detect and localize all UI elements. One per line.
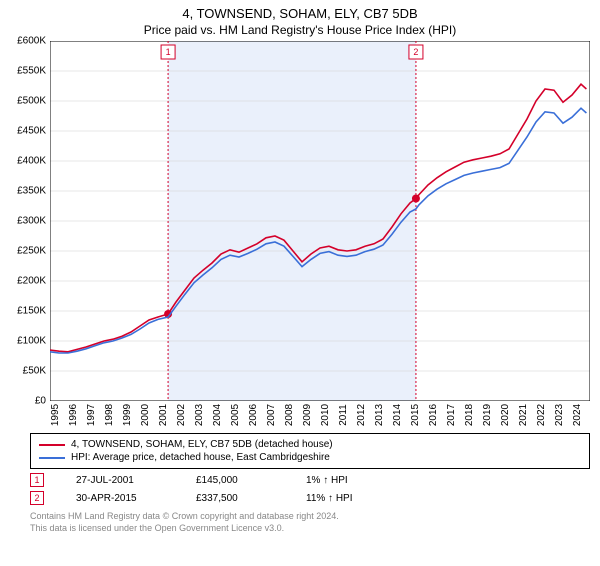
x-axis-label: 2007 (266, 404, 277, 426)
legend-box: 4, TOWNSEND, SOHAM, ELY, CB7 5DB (detach… (30, 433, 590, 469)
svg-text:2: 2 (413, 47, 418, 57)
x-axis-label: 2005 (230, 404, 241, 426)
x-axis-label: 2004 (212, 404, 223, 426)
y-axis-label: £200K (17, 276, 50, 287)
x-axis-label: 2021 (518, 404, 529, 426)
x-axis-label: 2002 (176, 404, 187, 426)
transaction-price: £337,500 (196, 493, 306, 504)
y-axis-label: £450K (17, 126, 50, 137)
x-axis-label: 1998 (104, 404, 115, 426)
x-axis-label: 2022 (536, 404, 547, 426)
x-axis-label: 2013 (374, 404, 385, 426)
x-axis-label: 2009 (302, 404, 313, 426)
y-axis-label: £600K (17, 36, 50, 47)
chart-subtitle: Price paid vs. HM Land Registry's House … (0, 23, 600, 37)
transactions-list: 127-JUL-2001£145,0001% ↑ HPI 230-APR-2015… (0, 473, 600, 505)
x-axis-label: 2019 (482, 404, 493, 426)
x-axis-label: 2017 (446, 404, 457, 426)
legend-swatch (39, 457, 65, 459)
x-axis-label: 2006 (248, 404, 259, 426)
y-axis-label: £100K (17, 336, 50, 347)
y-axis-label: £250K (17, 246, 50, 257)
transaction-row: 230-APR-2015£337,50011% ↑ HPI (30, 491, 590, 505)
legend-label: 4, TOWNSEND, SOHAM, ELY, CB7 5DB (detach… (71, 439, 333, 450)
y-axis-label: £0 (35, 396, 50, 407)
x-axis-label: 2001 (158, 404, 169, 426)
x-axis-label: 2018 (464, 404, 475, 426)
x-axis-label: 2000 (140, 404, 151, 426)
y-axis-label: £400K (17, 156, 50, 167)
y-axis-label: £50K (23, 366, 50, 377)
svg-text:1: 1 (166, 47, 171, 57)
legend-label: HPI: Average price, detached house, East… (71, 452, 330, 463)
legend-item: 4, TOWNSEND, SOHAM, ELY, CB7 5DB (detach… (39, 438, 581, 451)
x-axis-label: 2012 (356, 404, 367, 426)
x-axis-label: 2010 (320, 404, 331, 426)
legend-item: HPI: Average price, detached house, East… (39, 451, 581, 464)
transaction-pct: 11% ↑ HPI (306, 493, 386, 504)
y-axis-label: £500K (17, 96, 50, 107)
line-chart-svg: 12 (50, 41, 590, 401)
footer-line-1: Contains HM Land Registry data © Crown c… (30, 511, 590, 523)
transaction-date: 30-APR-2015 (44, 493, 196, 504)
chart-container: 4, TOWNSEND, SOHAM, ELY, CB7 5DB Price p… (0, 6, 600, 566)
transaction-row: 127-JUL-2001£145,0001% ↑ HPI (30, 473, 590, 487)
footer-line-2: This data is licensed under the Open Gov… (30, 523, 590, 535)
y-axis-label: £350K (17, 186, 50, 197)
x-axis-label: 2020 (500, 404, 511, 426)
chart-title: 4, TOWNSEND, SOHAM, ELY, CB7 5DB (0, 6, 600, 21)
x-axis-label: 2024 (572, 404, 583, 426)
x-axis-label: 1997 (86, 404, 97, 426)
x-axis-label: 1996 (68, 404, 79, 426)
x-axis-label: 2014 (392, 404, 403, 426)
transaction-date: 27-JUL-2001 (44, 475, 196, 486)
x-axis-label: 1995 (50, 404, 61, 426)
x-axis-label: 2016 (428, 404, 439, 426)
footer-note: Contains HM Land Registry data © Crown c… (30, 511, 590, 534)
y-axis-label: £150K (17, 306, 50, 317)
transaction-price: £145,000 (196, 475, 306, 486)
y-axis-label: £300K (17, 216, 50, 227)
x-axis-label: 1999 (122, 404, 133, 426)
x-axis-label: 2015 (410, 404, 421, 426)
x-axis-label: 2011 (338, 404, 349, 426)
transaction-badge: 1 (30, 473, 44, 487)
x-axis-label: 2008 (284, 404, 295, 426)
legend-swatch (39, 444, 65, 446)
x-axis-label: 2003 (194, 404, 205, 426)
transaction-badge: 2 (30, 491, 44, 505)
transaction-pct: 1% ↑ HPI (306, 475, 386, 486)
x-axis-label: 2023 (554, 404, 565, 426)
chart-plot-area: 12 £0£50K£100K£150K£200K£250K£300K£350K£… (50, 41, 590, 401)
y-axis-label: £550K (17, 66, 50, 77)
